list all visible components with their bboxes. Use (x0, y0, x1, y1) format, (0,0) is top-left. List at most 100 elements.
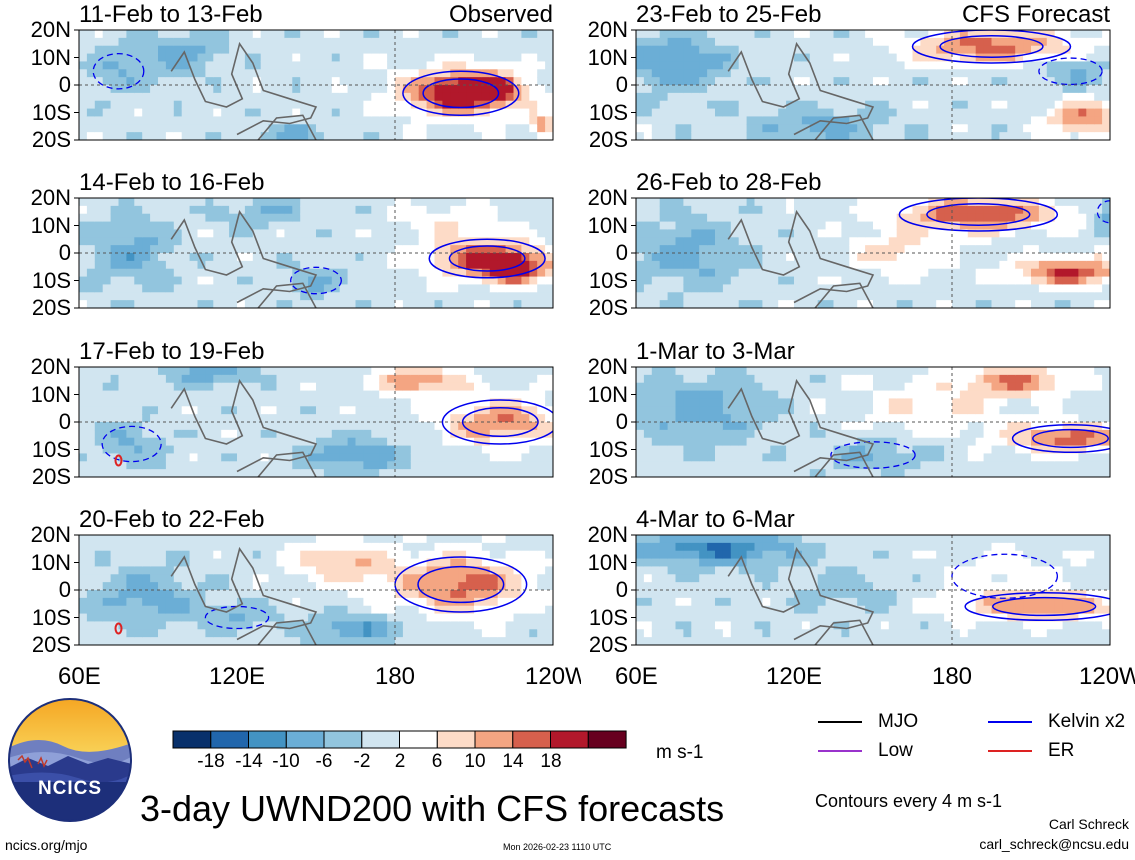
field-cell (331, 53, 341, 63)
field-cell (387, 574, 396, 583)
field-cell (651, 92, 661, 102)
field-cell (442, 566, 451, 575)
field-cell (896, 221, 906, 231)
field-cell (466, 284, 475, 293)
field-cell (197, 367, 206, 376)
field-cell (865, 260, 874, 270)
field-cell (770, 132, 779, 140)
field-cell (442, 542, 451, 552)
field-cell (497, 253, 507, 262)
field-cell (410, 429, 420, 439)
field-cell (691, 116, 700, 125)
field-cell (904, 61, 914, 70)
field-cell (126, 367, 135, 376)
field-cell (529, 558, 538, 568)
field-cell (316, 367, 325, 376)
field-cell (418, 45, 428, 55)
field-cell (959, 61, 969, 70)
field-cell (450, 205, 459, 215)
field-cell (142, 30, 151, 39)
field-cell (355, 276, 364, 286)
field-cell (418, 268, 428, 278)
field-cell (730, 229, 740, 238)
field-cell (738, 300, 748, 308)
field-cell (738, 292, 748, 301)
field-cell (809, 61, 819, 70)
field-cell (707, 300, 716, 308)
field-cell (738, 61, 748, 70)
field-cell (896, 30, 906, 39)
field-cell (339, 268, 349, 278)
field-cell (316, 276, 325, 286)
field-cell (244, 414, 254, 423)
field-cell (683, 69, 692, 78)
field-cell (292, 422, 301, 431)
field-cell (786, 30, 795, 39)
field-cell (983, 284, 993, 293)
field-cell (292, 198, 301, 207)
field-cell (379, 37, 388, 47)
field-cell (545, 229, 553, 238)
field-cell (497, 637, 507, 645)
field-cell (928, 30, 937, 39)
field-cell (481, 61, 491, 70)
field-cell (379, 92, 388, 102)
field-cell (434, 300, 443, 308)
field-cell (521, 367, 530, 376)
field-cell (331, 260, 341, 270)
field-cell (920, 45, 929, 55)
field-cell (801, 229, 811, 238)
field-cell (722, 100, 732, 110)
field-cell (513, 605, 522, 615)
field-cell (158, 229, 167, 238)
field-cell (825, 85, 835, 94)
field-cell (1046, 30, 1056, 39)
field-cell (529, 550, 538, 560)
field-cell (363, 213, 372, 223)
field-cell (754, 292, 763, 301)
field-cell (873, 276, 882, 286)
field-cell (920, 292, 929, 301)
field-cell (801, 237, 811, 246)
field-cell (379, 582, 388, 591)
field-cell (888, 237, 898, 246)
field-cell (94, 116, 104, 125)
field-cell (189, 367, 199, 376)
field-cell (521, 300, 530, 308)
field-cell (730, 108, 740, 118)
field-cell (395, 30, 404, 39)
field-cell (94, 213, 104, 223)
field-cell (395, 253, 404, 262)
field-cell (110, 300, 120, 308)
field-cell (505, 198, 515, 207)
field-cell (205, 605, 214, 615)
field-cell (497, 205, 507, 215)
field-cell (888, 53, 898, 63)
field-cell (197, 574, 206, 583)
field-cell (497, 221, 507, 231)
field-cell (260, 597, 270, 607)
field-cell (284, 445, 293, 455)
field-cell (699, 300, 708, 308)
field-cell (1086, 53, 1095, 63)
field-cell (316, 198, 325, 207)
field-cell (165, 574, 175, 583)
field-cell (158, 590, 167, 599)
field-cell (79, 566, 88, 575)
field-cell (699, 221, 708, 231)
field-cell (323, 260, 333, 270)
field-cell (387, 590, 396, 599)
field-cell (292, 61, 301, 70)
field-cell (489, 613, 499, 623)
field-cell (1007, 276, 1016, 286)
field-cell (323, 61, 333, 70)
field-cell (770, 292, 779, 301)
field-cell (284, 558, 293, 568)
field-cell (355, 221, 364, 231)
field-cell (418, 445, 428, 455)
field-cell (331, 566, 341, 575)
field-cell (778, 213, 787, 223)
field-cell (118, 461, 127, 470)
field-cell (521, 629, 530, 638)
field-cell (316, 437, 325, 447)
